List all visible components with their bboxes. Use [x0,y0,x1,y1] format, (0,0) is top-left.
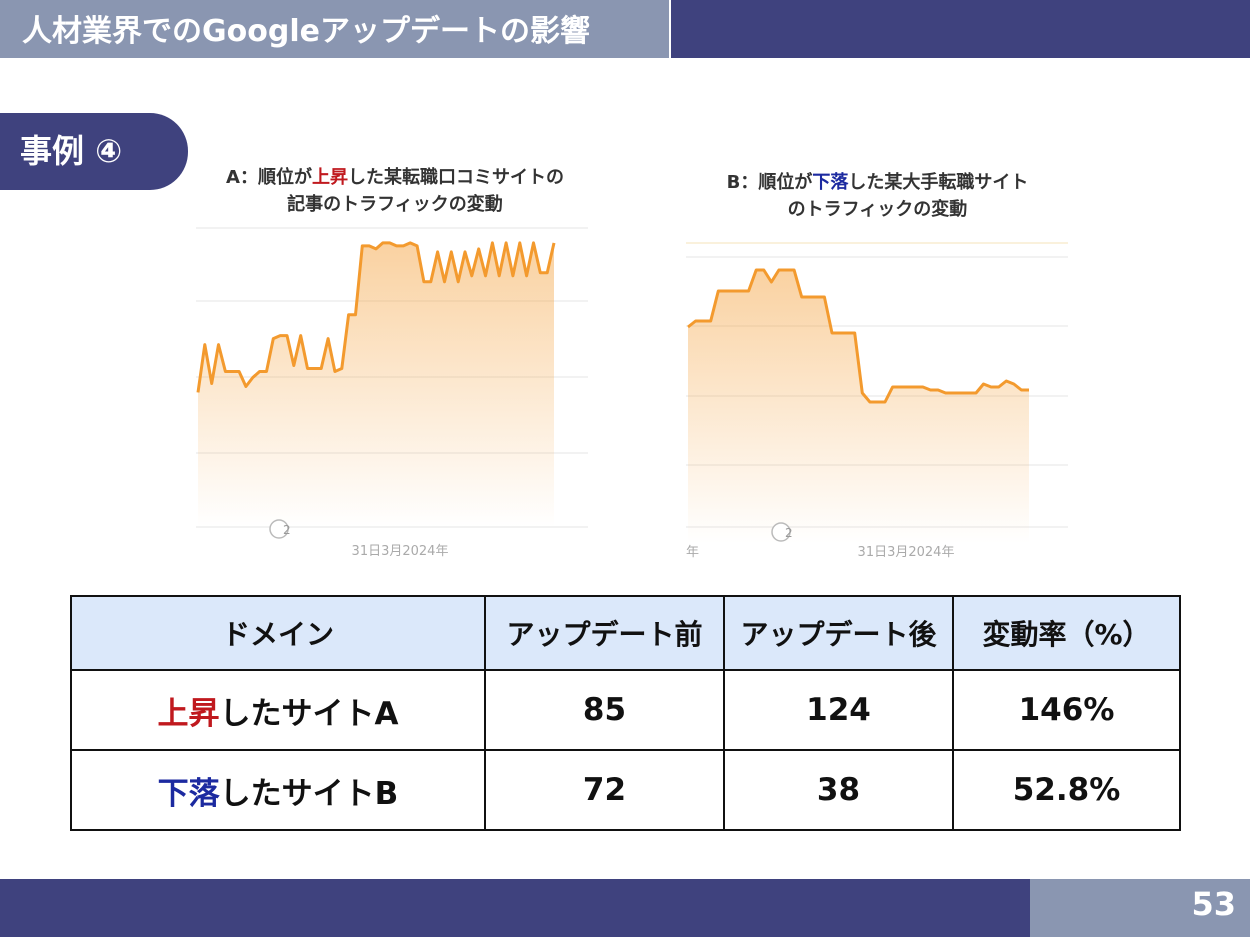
chart-a-caption-line2: 記事のトラフィックの変動 [287,194,503,215]
chart-b: 2 年 31日3月2024年 [686,242,1068,560]
before-cell: 85 [484,669,725,751]
after-cell: 124 [723,669,954,751]
domain-rest: したサイトB [219,775,399,812]
chart-a-series-line [196,241,556,393]
table-header-row: ドメイン アップデート前 アップデート後 変動率（%） [70,595,1181,671]
comparison-table: ドメイン アップデート前 アップデート後 変動率（%） 上昇したサイトA 85 … [70,595,1181,831]
table-row: 下落したサイトB 72 38 52.8% [70,749,1181,831]
chart-a-caption: A：順位が上昇した某転職口コミサイトの 記事のトラフィックの変動 [190,164,600,218]
domain-highlight: 上昇 [157,695,220,732]
slide-title: 人材業界でのGoogleアップデートの影響 [22,14,590,49]
chart-a-caption-highlight: 上昇 [311,167,348,188]
chart-b-area [688,270,1029,543]
footer-bar-right [1030,879,1250,937]
header-bar-right [671,0,1250,58]
chart-b-event-marker [771,522,791,542]
after-cell: 38 [723,749,954,831]
case-label: 事例 ④ [0,113,188,190]
chart-a-caption-suffix: した某転職口コミサイトの [347,167,564,188]
header-bar-left [0,0,669,58]
domain-highlight: 下落 [157,775,220,812]
chart-b-marker-label: 2 [785,526,793,540]
chart-b-caption-prefix: B：順位が [726,172,813,193]
chart-a-caption-prefix: A：順位が [226,167,312,188]
chart-a-area [198,242,554,527]
chart-a-event-marker [269,519,289,539]
before-cell: 72 [484,749,725,831]
chart-b-x-label: 31日3月2024年 [858,545,955,560]
chart-b-caption-highlight: 下落 [812,172,849,193]
header-before: アップデート前 [484,595,725,671]
chart-a: 2 31日3月2024年 [196,227,588,559]
chart-b-x-label-left: 年 [686,545,699,560]
table-row: 上昇したサイトA 85 124 146% [70,669,1181,751]
chart-a-marker-label: 2 [283,523,291,537]
domain-cell: 下落したサイトB [70,749,486,831]
chart-b-series-line [687,268,1029,404]
chart-b-caption: B：順位が下落した某大手転職サイト のトラフィックの変動 [680,169,1075,223]
header-domain: ドメイン [70,595,486,671]
domain-rest: したサイトA [219,695,399,732]
rate-cell: 146% [952,669,1181,751]
page-number: 53 [1191,885,1236,923]
rate-cell: 52.8% [952,749,1181,831]
chart-b-caption-suffix: した某大手転職サイト [848,172,1029,193]
footer-bar-left [0,879,1030,937]
chart-a-x-label: 31日3月2024年 [352,544,449,559]
chart-b-caption-line2: のトラフィックの変動 [787,199,968,220]
domain-cell: 上昇したサイトA [70,669,486,751]
header-after: アップデート後 [723,595,954,671]
header-rate: 変動率（%） [952,595,1181,671]
